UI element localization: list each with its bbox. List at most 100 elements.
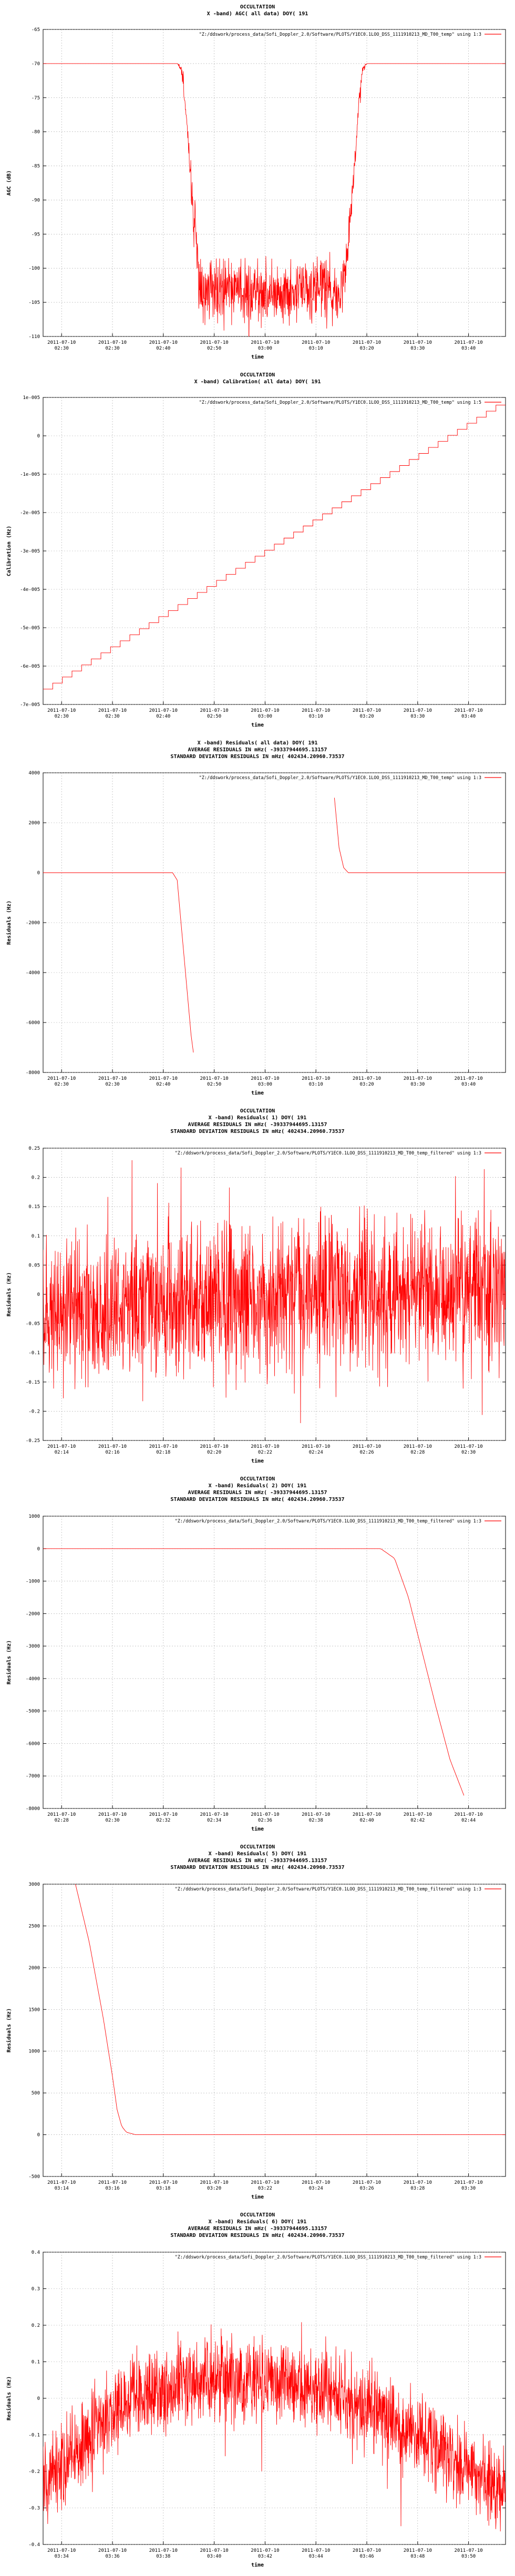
xtick-label-time: 02:28 [55, 1818, 69, 1823]
ytick-label: 0 [37, 434, 40, 439]
ytick-label: -6e-005 [20, 664, 40, 669]
ytick-label: -105 [28, 300, 40, 305]
xtick-label-date: 2011-07-10 [251, 340, 279, 345]
xtick-label-date: 2011-07-10 [251, 1076, 279, 1081]
ytick-label: -0.3 [28, 2506, 40, 2511]
series-line [334, 798, 506, 873]
xtick-label-date: 2011-07-10 [251, 2180, 279, 2185]
ytick-label: -5000 [26, 1709, 40, 1714]
ytick-label: -4000 [26, 1677, 40, 1682]
xtick-label-date: 2011-07-10 [98, 1076, 127, 1081]
xtick-label-date: 2011-07-10 [404, 2548, 432, 2553]
xtick-label-date: 2011-07-10 [98, 708, 127, 713]
ytick-label: 0 [37, 2133, 40, 2138]
xtick-label-time: 03:20 [359, 1082, 374, 1087]
x-axis-label: time [251, 2562, 264, 2568]
chart-title-line: AVERAGE RESIDUALS IN mHz( -39337944695.1… [188, 2226, 327, 2232]
xtick-label-time: 03:18 [156, 2186, 170, 2191]
xtick-label-time: 02:40 [359, 1818, 374, 1823]
ytick-label: -500 [28, 2174, 40, 2180]
xtick-label-date: 2011-07-10 [404, 1444, 432, 1449]
xtick-label-date: 2011-07-10 [200, 708, 229, 713]
xtick-label-time: 03:10 [309, 1082, 323, 1087]
ytick-label: -0.2 [28, 2469, 40, 2475]
ytick-label: -0.1 [28, 1351, 40, 1356]
xtick-label-time: 02:14 [55, 1450, 69, 1455]
xtick-label-time: 02:40 [156, 346, 170, 351]
series-line [43, 63, 506, 336]
y-axis-label: Residuals (Hz) [6, 2376, 12, 2420]
ytick-label: 1000 [28, 1514, 40, 1519]
xtick-label-time: 02:30 [55, 346, 69, 351]
y-axis-label: Residuals (Hz) [6, 2008, 12, 2052]
legend-label: "Z:/ddswork/process_data/Sofi_Doppler_2.… [199, 32, 481, 37]
ytick-label: -2000 [26, 921, 40, 926]
ytick-label: 0.05 [28, 1263, 40, 1268]
chart-title-line: X -band) Residuals( 2) DOY( 191 [209, 1483, 307, 1489]
chart-title-line: STANDARD DEVIATION RESIDUALS IN mHz( 402… [170, 1865, 344, 1870]
chart-title-line: STANDARD DEVIATION RESIDUALS IN mHz( 402… [170, 1497, 344, 1502]
xtick-label-time: 03:40 [461, 1082, 476, 1087]
ytick-label: -4e-005 [20, 587, 40, 592]
ytick-label: -65 [32, 27, 40, 33]
series-group [43, 798, 506, 1053]
chart-title-line: X -band) Residuals( all data) DOY( 191 [198, 740, 318, 746]
chart-title-line: X -band) Residuals( 5) DOY( 191 [209, 1851, 307, 1857]
xtick-label-date: 2011-07-10 [200, 1076, 229, 1081]
xtick-label-date: 2011-07-10 [200, 1444, 229, 1449]
plot-frame [43, 1516, 506, 1809]
xtick-label-date: 2011-07-10 [404, 1076, 432, 1081]
chart-panel-2: OCCULTATION X -band) Calibration( all dat… [0, 368, 515, 736]
ytick-label: 2000 [28, 1966, 40, 1971]
ytick-label: 0 [37, 1292, 40, 1297]
xtick-label-time: 03:20 [359, 714, 374, 719]
x-axis-label: time [251, 2194, 264, 2200]
xtick-label-date: 2011-07-10 [353, 1076, 381, 1081]
ytick-label: -110 [28, 334, 40, 340]
xtick-label-time: 02:30 [55, 714, 69, 719]
ytick-label: -0.4 [28, 2542, 40, 2548]
ytick-label: -0.1 [28, 2433, 40, 2438]
series-group [75, 1884, 506, 2135]
series-line [43, 1160, 506, 1424]
ytick-label: -2e-005 [20, 510, 40, 516]
series-line [43, 1548, 465, 1796]
ytick-label: 1e-005 [23, 395, 40, 401]
xtick-label-time: 03:00 [258, 1082, 272, 1087]
xtick-label-date: 2011-07-10 [98, 1812, 127, 1817]
xtick-label-time: 02:38 [309, 1818, 323, 1823]
xtick-label-date: 2011-07-10 [455, 1812, 483, 1817]
xtick-label-date: 2011-07-10 [47, 2180, 76, 2185]
y-axis-label: AGC (dB) [6, 170, 12, 196]
xtick-label-date: 2011-07-10 [149, 1076, 178, 1081]
xtick-label-time: 03:14 [55, 2186, 69, 2191]
series-group [43, 63, 506, 336]
chart-title-line: OCCULTATION [240, 372, 275, 378]
chart-title-line: STANDARD DEVIATION RESIDUALS IN mHz( 402… [170, 1129, 344, 1134]
ytick-label: -1e-005 [20, 472, 40, 477]
xtick-label-date: 2011-07-10 [353, 2180, 381, 2185]
ytick-label: -0.2 [28, 1409, 40, 1414]
xtick-label-time: 03:24 [309, 2186, 323, 2191]
xtick-label-date: 2011-07-10 [149, 708, 178, 713]
xtick-label-date: 2011-07-10 [455, 340, 483, 345]
xtick-label-time: 02:30 [105, 346, 119, 351]
xtick-label-time: 02:36 [258, 1818, 272, 1823]
series-line [75, 1884, 506, 2135]
xtick-label-time: 03:40 [461, 346, 476, 351]
xtick-label-date: 2011-07-10 [200, 1812, 229, 1817]
xtick-label-time: 02:22 [258, 1450, 272, 1455]
ytick-label: -85 [32, 164, 40, 169]
ytick-label: 0.4 [32, 2250, 40, 2255]
xtick-label-time: 03:30 [410, 346, 425, 351]
ytick-label: -6000 [26, 1020, 40, 1026]
series-line [43, 405, 506, 690]
chart-title-line: X -band) Residuals( 6) DOY( 191 [209, 2219, 307, 2225]
x-axis-label: time [251, 1090, 264, 1096]
ytick-label: -1000 [26, 1579, 40, 1585]
ytick-label: -80 [32, 130, 40, 135]
xtick-label-date: 2011-07-10 [455, 1444, 483, 1449]
chart-svg: X -band) Residuals( all data) DOY( 191AV… [6, 740, 506, 1096]
